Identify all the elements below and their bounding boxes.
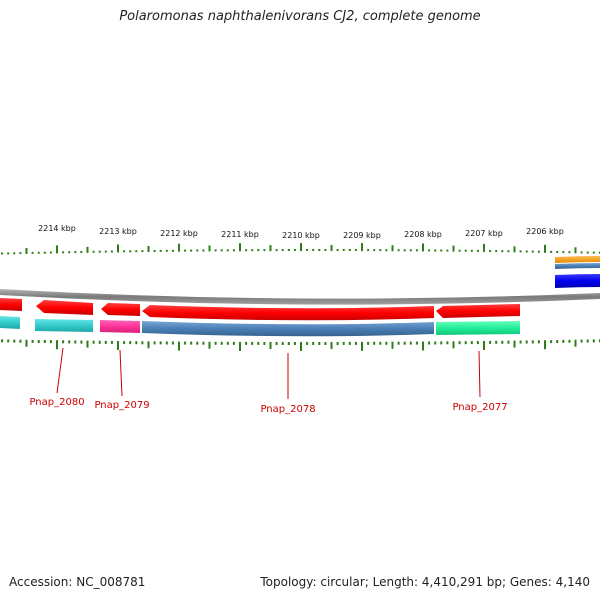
cyan-feature (0, 316, 20, 329)
gene-leader-line (56, 347, 64, 394)
gene-label-pnap-2077[interactable]: Pnap_2077 (452, 402, 507, 413)
cds-arrow (0, 298, 22, 311)
ruler-label: 2211 kbp (221, 230, 259, 239)
steel-feature (555, 263, 600, 269)
cds-arrow (36, 300, 93, 315)
ruler-label: 2208 kbp (404, 230, 442, 239)
blue-feature (555, 274, 600, 288)
map-title: Polaromonas naphthalenivorans CJ2, compl… (119, 9, 481, 24)
ruler-label: 2207 kbp (465, 229, 503, 238)
cds-arrow (436, 304, 520, 318)
gene-leader-line (119, 349, 123, 397)
ruler-ticks-lower (1, 339, 600, 351)
gene-label-pnap-2079[interactable]: Pnap_2079 (94, 400, 149, 411)
spring-green-feature (436, 321, 520, 335)
ruler-label: 2212 kbp (160, 229, 198, 238)
gene-label-pnap-2080[interactable]: Pnap_2080 (29, 397, 84, 408)
ruler-ticks-upper (1, 243, 600, 255)
steel-blue-feature (142, 321, 434, 337)
cds-arrow (142, 305, 434, 321)
orange-feature (555, 256, 600, 263)
ruler-label: 2210 kbp (282, 231, 320, 240)
ruler-label: 2213 kbp (99, 227, 137, 236)
cyan-feature (35, 319, 93, 332)
ruler-label: 2206 kbp (526, 227, 564, 236)
accession-text: Accession: NC_008781 (9, 575, 146, 589)
magenta-feature (100, 320, 140, 333)
gene-leader-line (478, 350, 481, 398)
cds-arrow (101, 303, 140, 316)
ruler-label: 2214 kbp (38, 224, 76, 233)
ruler-labels: 2214 kbp 2213 kbp 2212 kbp 2211 kbp 2210… (38, 224, 564, 240)
gene-label-pnap-2078[interactable]: Pnap_2078 (260, 404, 315, 415)
genome-backbone (0, 289, 600, 305)
ruler-label: 2209 kbp (343, 231, 381, 240)
topology-text: Topology: circular; Length: 4,410,291 bp… (260, 575, 590, 589)
